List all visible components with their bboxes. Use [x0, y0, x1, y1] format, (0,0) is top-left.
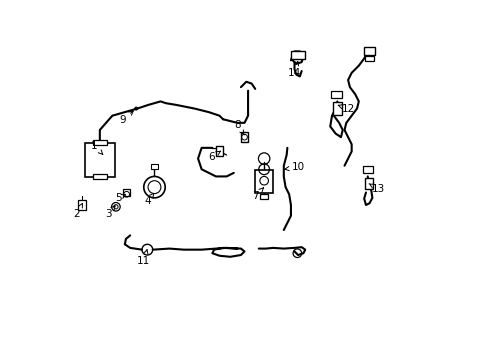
- Bar: [151, 164, 158, 169]
- Bar: [215, 147, 223, 157]
- Text: 8: 8: [234, 120, 244, 135]
- Bar: [331, 91, 341, 98]
- Bar: [362, 166, 372, 173]
- Text: 1: 1: [91, 141, 102, 154]
- Bar: [365, 56, 373, 61]
- Bar: [255, 170, 272, 193]
- Text: 7: 7: [251, 188, 263, 201]
- Text: 3: 3: [104, 206, 115, 219]
- Bar: [93, 140, 107, 145]
- Text: 6: 6: [208, 151, 220, 162]
- Bar: [259, 194, 268, 199]
- Bar: [78, 200, 86, 210]
- Text: 2: 2: [73, 203, 82, 219]
- Bar: [364, 178, 372, 189]
- Text: 5: 5: [115, 193, 125, 203]
- Bar: [240, 132, 248, 142]
- Text: 11: 11: [137, 249, 150, 266]
- Text: 4: 4: [144, 193, 154, 206]
- Text: 10: 10: [285, 162, 304, 172]
- Bar: [290, 50, 305, 59]
- Bar: [332, 102, 341, 115]
- Text: 12: 12: [338, 104, 354, 113]
- Bar: [123, 189, 130, 196]
- Text: 9: 9: [119, 111, 133, 125]
- Bar: [84, 143, 115, 177]
- Bar: [93, 174, 107, 179]
- Text: 14: 14: [287, 61, 301, 78]
- Text: 13: 13: [368, 184, 384, 194]
- Bar: [364, 47, 374, 55]
